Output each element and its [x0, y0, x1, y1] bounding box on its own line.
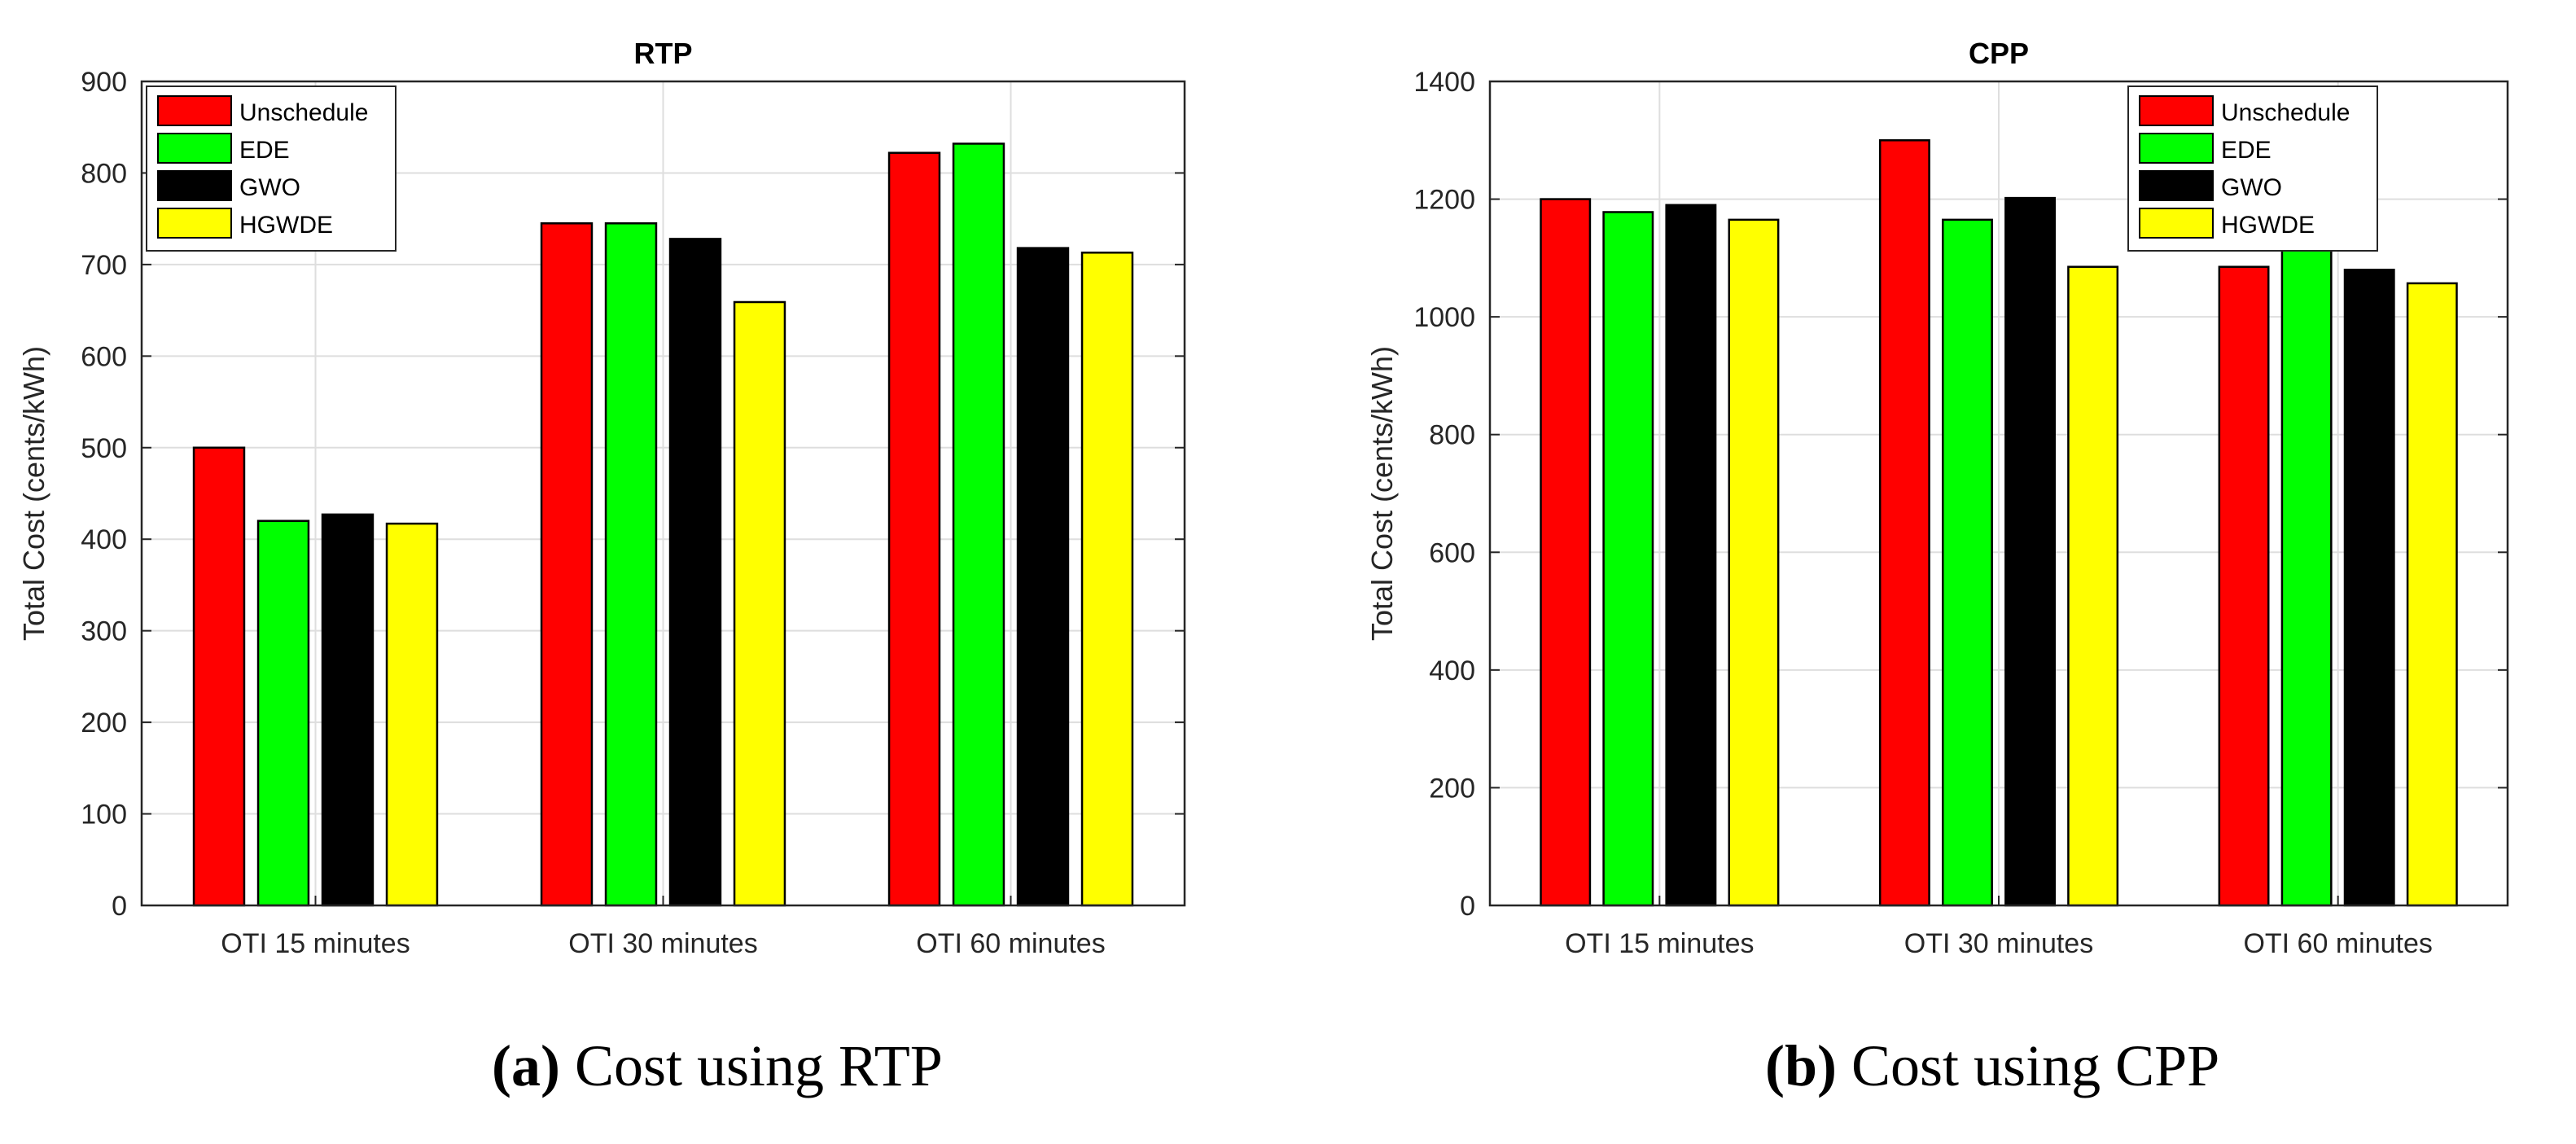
y-tick-label: 0 — [1460, 891, 1475, 922]
legend-label-hgwde: HGWDE — [239, 212, 333, 239]
bar-hgwde-3 — [2406, 282, 2458, 907]
legend-label-gwo: GWO — [2221, 174, 2282, 201]
bar-unschedule-1 — [1540, 198, 1592, 907]
legend-label-ede: EDE — [2221, 137, 2272, 164]
y-tick-label: 600 — [81, 341, 127, 372]
y-tick-label: 900 — [81, 67, 127, 98]
y-tick-label: 600 — [1429, 537, 1475, 568]
bar-hgwde-1 — [385, 522, 439, 907]
bar-unschedule-2 — [1878, 139, 1930, 907]
bar-gwo-3 — [1016, 247, 1070, 907]
legend-swatch-unschedule — [2139, 95, 2214, 126]
chart-title: RTP — [634, 37, 693, 70]
y-tick-label: 1200 — [1413, 185, 1475, 216]
legend-label-unschedule: Unschedule — [239, 99, 368, 126]
bar-hgwde-1 — [1728, 218, 1780, 907]
bar-gwo-2 — [668, 238, 722, 907]
x-tick-label: OTI 60 minutes — [2243, 928, 2432, 959]
y-tick-label: 400 — [81, 524, 127, 555]
x-tick-label: OTI 30 minutes — [1904, 928, 2093, 959]
y-tick-label: 700 — [81, 250, 127, 281]
y-tick-label: 200 — [1429, 773, 1475, 804]
legend-label-ede: EDE — [239, 137, 290, 164]
x-tick-label: OTI 30 minutes — [568, 928, 757, 959]
legend-swatch-hgwde — [157, 208, 232, 239]
bar-gwo-1 — [321, 513, 375, 907]
bar-ede-3 — [2280, 203, 2333, 907]
y-tick-label: 300 — [81, 616, 127, 647]
chart-title: CPP — [1969, 37, 2029, 70]
bar-unschedule-2 — [540, 222, 594, 907]
bar-ede-3 — [952, 142, 1005, 907]
y-tick-label: 1400 — [1413, 67, 1475, 98]
caption-a-label: (a) — [492, 1033, 560, 1098]
bar-ede-2 — [604, 222, 658, 907]
caption-a-text: Cost using RTP — [559, 1033, 943, 1098]
bar-unschedule-1 — [192, 446, 246, 907]
bar-hgwde-3 — [1080, 252, 1134, 907]
bar-ede-1 — [1602, 211, 1654, 907]
caption-b-label: (b) — [1765, 1033, 1837, 1098]
legend-swatch-gwo — [2139, 170, 2214, 201]
chart-2: 0 200 400 600 800 1000 1200 1400 OTI 15 minutes O… — [1365, 37, 2509, 959]
caption-b: (b) Cost using CPP — [1765, 1032, 2219, 1100]
legend-label-unschedule: Unschedule — [2221, 99, 2350, 126]
y-tick-label: 500 — [81, 433, 127, 464]
y-tick-label: 400 — [1429, 655, 1475, 686]
y-tick-label: 800 — [1429, 420, 1475, 451]
y-tick-label: 0 — [112, 891, 127, 922]
bar-unschedule-3 — [2218, 265, 2270, 907]
legend-label-hgwde: HGWDE — [2221, 212, 2315, 239]
y-tick-label: 1000 — [1413, 302, 1475, 333]
y-tick-label: 100 — [81, 800, 127, 831]
bar-hgwde-2 — [2067, 265, 2119, 907]
chart-1: 0 100 200 300 400 500 600 700 800 900 OTI 15 minut… — [17, 37, 1186, 959]
bar-ede-2 — [1942, 218, 1993, 907]
legend-label-gwo: GWO — [239, 174, 300, 201]
x-tick-label: OTI 60 minutes — [916, 928, 1105, 959]
bar-gwo-2 — [2004, 196, 2056, 907]
legend-swatch-ede — [157, 133, 232, 164]
bar-unschedule-3 — [887, 151, 941, 907]
y-axis-label: Total Cost (cents/kWh) — [17, 346, 50, 641]
x-tick-label: OTI 15 minutes — [221, 928, 410, 959]
legend-swatch-hgwde — [2139, 208, 2214, 239]
bar-gwo-3 — [2343, 269, 2395, 907]
legend-swatch-ede — [2139, 133, 2214, 164]
bar-ede-1 — [256, 519, 310, 907]
y-tick-label: 200 — [81, 708, 127, 739]
caption-a: (a) Cost using RTP — [492, 1032, 943, 1100]
bar-gwo-1 — [1665, 204, 1717, 907]
bar-hgwde-2 — [733, 300, 786, 907]
caption-b-text: Cost using CPP — [1837, 1033, 2220, 1098]
legend-swatch-unschedule — [157, 95, 232, 126]
y-tick-label: 800 — [81, 158, 127, 189]
legend-swatch-gwo — [157, 170, 232, 201]
x-tick-label: OTI 15 minutes — [1565, 928, 1754, 959]
y-axis-label: Total Cost (cents/kWh) — [1365, 346, 1399, 641]
